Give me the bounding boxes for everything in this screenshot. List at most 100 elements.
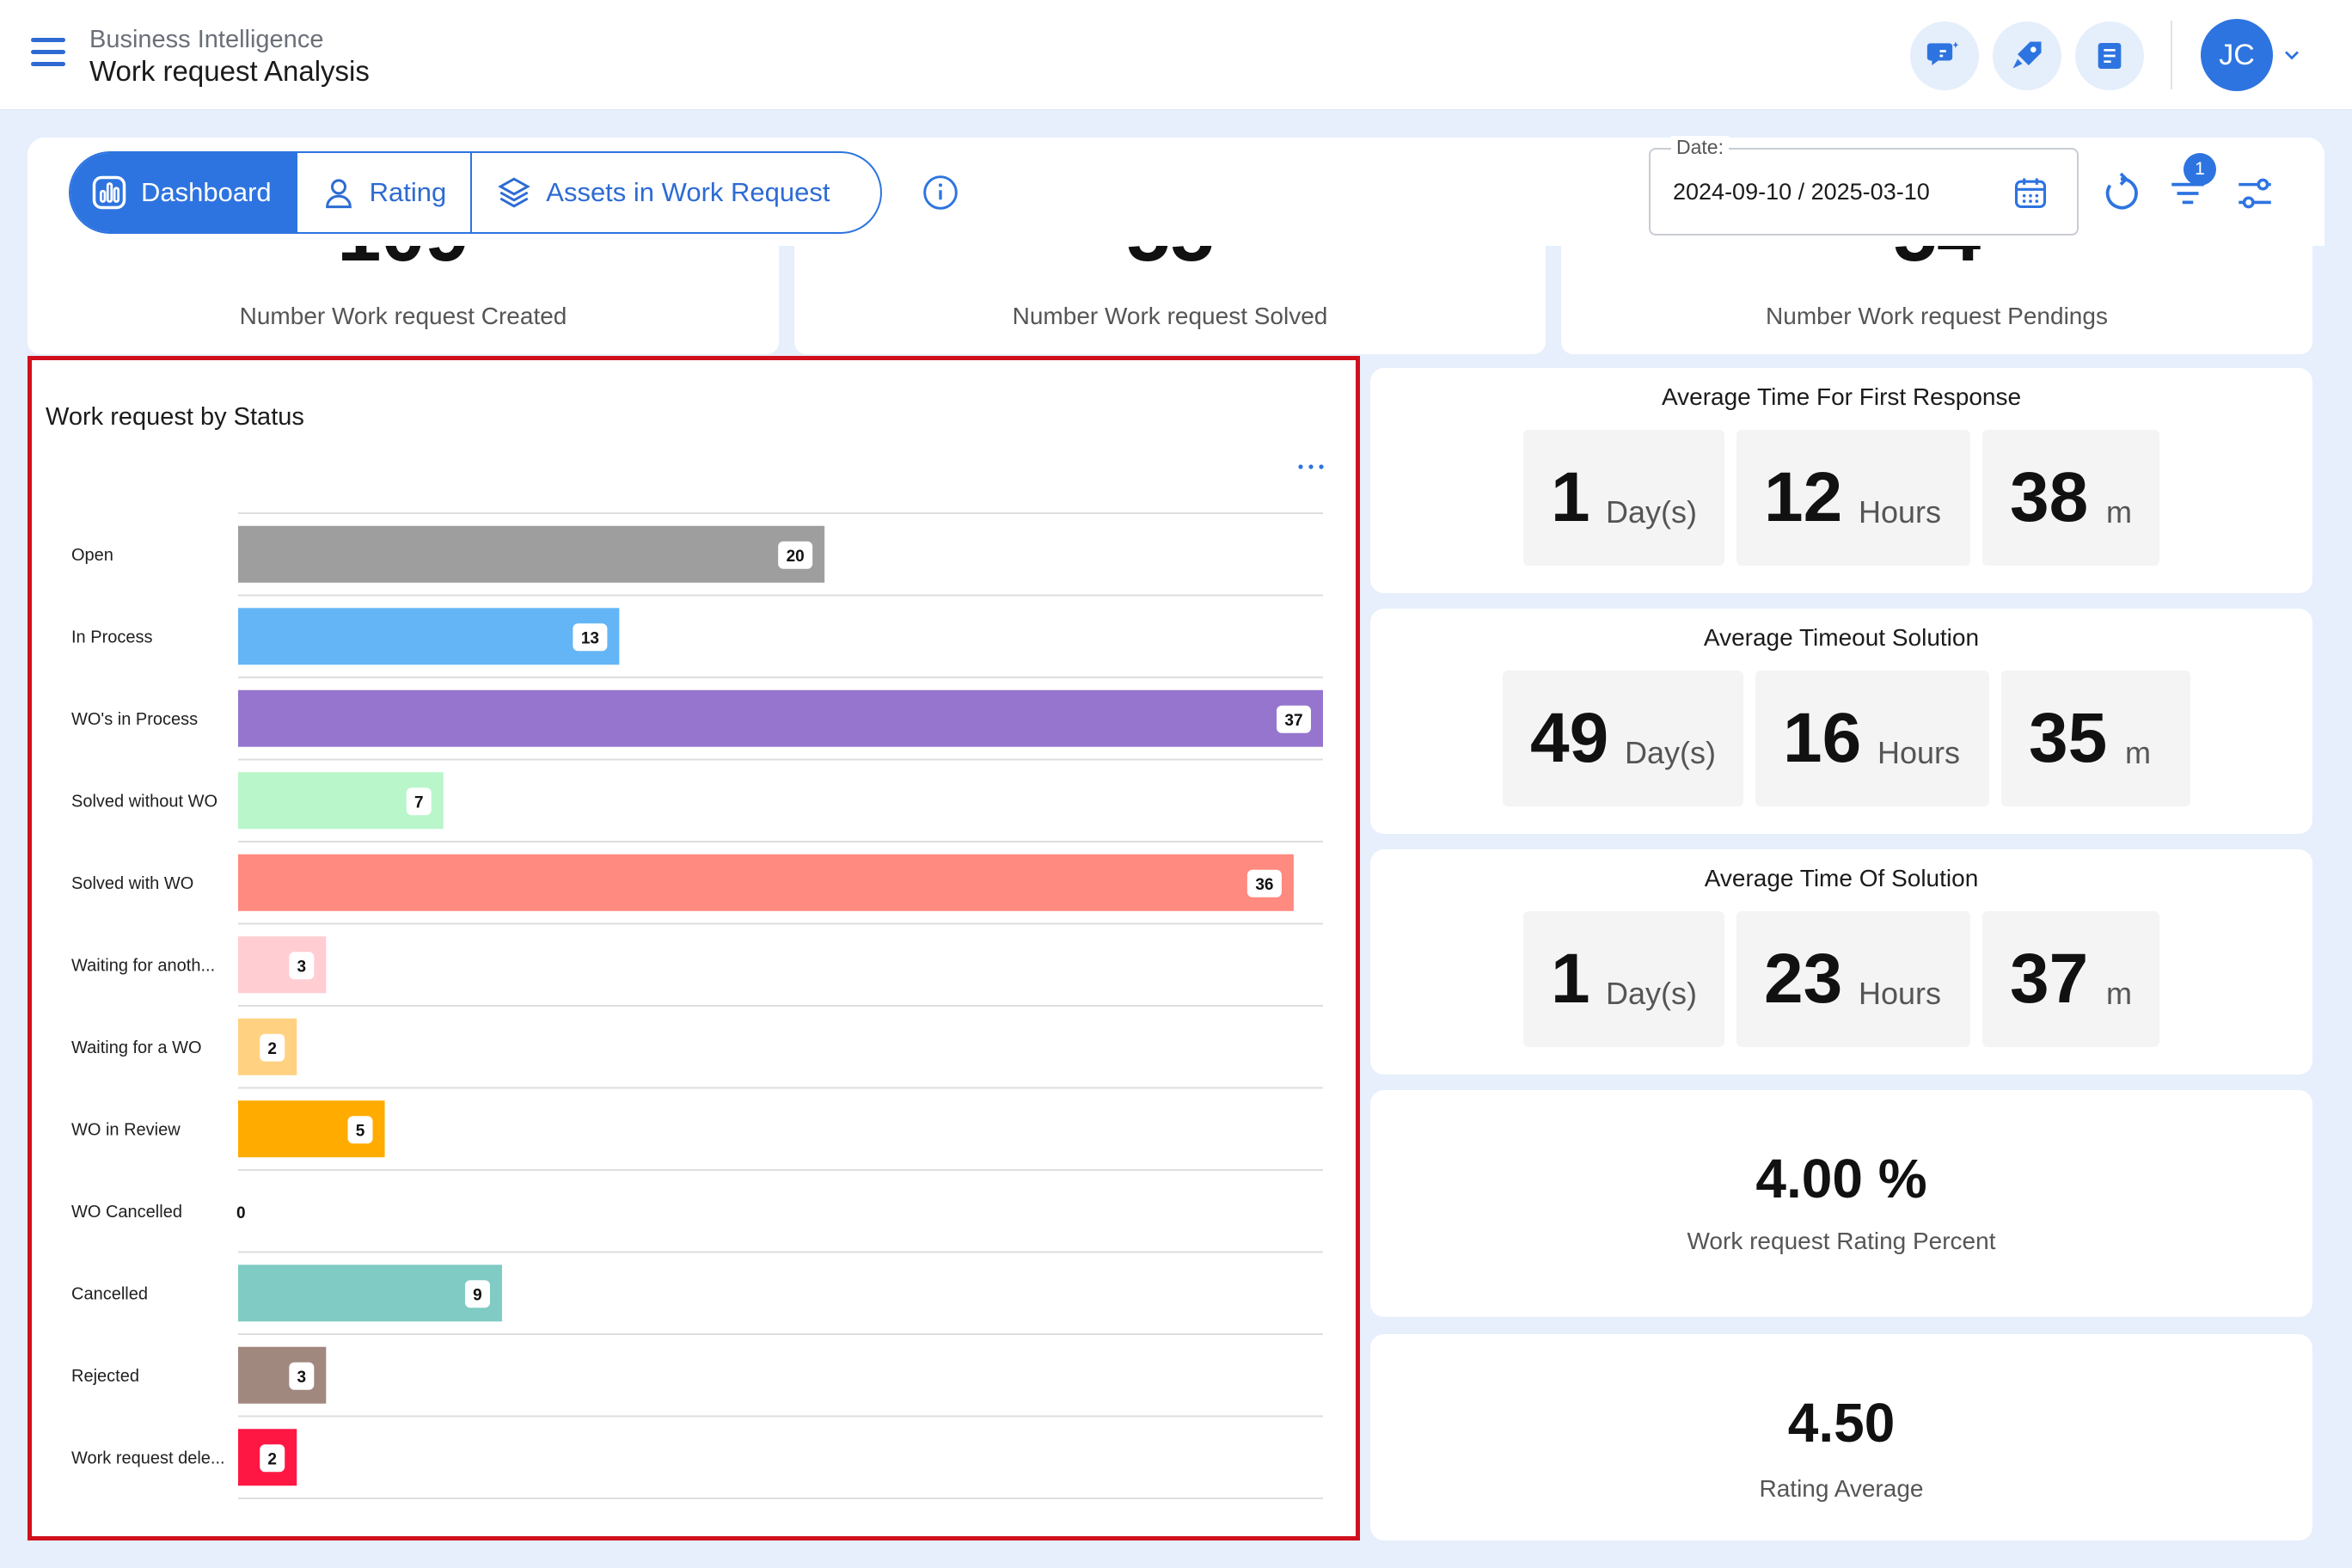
timeout-solution-days-unit: Day(s): [1625, 735, 1716, 770]
filter-count-badge: 1: [2184, 153, 2216, 186]
timeout-solution-minutes: 35: [2029, 699, 2108, 777]
category-label: Open: [71, 546, 113, 565]
first-response-hours: 12: [1764, 458, 1843, 536]
date-range-field[interactable]: Date: 2024-09-10 / 2025-03-10: [1649, 136, 2079, 236]
settings-sliders-icon[interactable]: [2233, 172, 2276, 215]
value-badge: [260, 1444, 285, 1473]
user-icon: [325, 179, 352, 209]
first-response-hours-unit: Hours: [1859, 494, 1942, 530]
value-badge: [464, 1280, 490, 1308]
first-response-hours-box: 12 Hours: [1736, 430, 1970, 566]
time-of-solution-hours-unit: Hours: [1859, 976, 1942, 1011]
status-bar[interactable]: [238, 854, 1294, 911]
hamburger-menu-icon[interactable]: [31, 38, 65, 69]
rating-average-value: 4.50: [1787, 1392, 1896, 1454]
kpi-solved-value: 55: [794, 246, 1546, 279]
calendar-icon[interactable]: [2012, 174, 2049, 211]
page-title: Work request Analysis: [89, 55, 370, 87]
chat-button[interactable]: [1910, 21, 1979, 90]
time-of-solution-hours-box: 23 Hours: [1736, 911, 1970, 1047]
category-label: Rejected: [71, 1367, 139, 1386]
tab-dashboard[interactable]: Dashboard: [70, 153, 297, 232]
timeout-solution-card: Average Timeout Solution 49 Day(s) 16 Ho…: [1370, 609, 2312, 834]
rating-average-label: Rating Average: [1759, 1475, 1924, 1502]
value-badge: [1277, 705, 1311, 733]
time-of-solution-minutes-box: 37 m: [1982, 911, 2159, 1047]
breadcrumb[interactable]: Business Intelligence: [89, 26, 324, 53]
kpi-created-card: 109 Number Work request Created: [28, 246, 779, 354]
more-options-icon[interactable]: [1297, 462, 1325, 472]
first-response-card: Average Time For First Response 1 Day(s)…: [1370, 368, 2312, 593]
tab-assets[interactable]: Assets in Work Request: [472, 153, 854, 232]
kpi-created-value: 109: [28, 246, 779, 279]
first-response-days-box: 1 Day(s): [1523, 430, 1724, 566]
value-label: 3: [297, 1369, 307, 1387]
rocket-icon: [2012, 41, 2042, 69]
chart-icon: [92, 175, 126, 210]
status-bar[interactable]: [238, 689, 1323, 747]
first-response-minutes-unit: m: [2106, 494, 2132, 530]
timeout-solution-days-box: 49 Day(s): [1503, 671, 1743, 806]
rating-percent-label: Work request Rating Percent: [1687, 1228, 1996, 1254]
value-label: 37: [1284, 712, 1302, 730]
tab-assets-label: Assets in Work Request: [546, 177, 830, 207]
time-of-solution-title: Average Time Of Solution: [1704, 865, 1979, 891]
date-range-value[interactable]: 2024-09-10 / 2025-03-10: [1673, 179, 1930, 205]
value-label: 20: [787, 548, 805, 566]
notes-icon: [2098, 43, 2122, 69]
category-label: In Process: [71, 628, 152, 646]
timeout-solution-days: 49: [1530, 699, 1609, 777]
value-label: 5: [356, 1122, 365, 1140]
refresh-icon[interactable]: [2099, 172, 2142, 215]
chart-title: Work request by Status: [46, 403, 304, 431]
first-response-minutes-box: 38 m: [1982, 430, 2159, 566]
kpi-pending-value: 54: [1561, 246, 2312, 279]
category-label: WO's in Process: [71, 710, 198, 729]
dashboard-toolbar: Dashboard Rating Assets in Work Request …: [28, 136, 2324, 246]
value-badge: [406, 787, 432, 816]
category-label: Waiting for anoth...: [71, 956, 215, 975]
value-badge: [260, 1033, 285, 1062]
time-of-solution-days-unit: Day(s): [1606, 976, 1697, 1011]
timeout-solution-hours-box: 16 Hours: [1755, 671, 1989, 806]
rating-percent-value: 4.00 %: [1755, 1148, 1927, 1210]
kpi-solved-card: 55 Number Work request Solved: [794, 246, 1546, 354]
avatar[interactable]: JC: [2201, 19, 2273, 91]
rating-percent-card: 4.00 % Work request Rating Percent: [1370, 1090, 2312, 1317]
time-of-solution-card: Average Time Of Solution 1 Day(s) 23 Hou…: [1370, 849, 2312, 1075]
category-label: Work request dele...: [71, 1449, 225, 1467]
layers-icon: [498, 177, 531, 208]
notes-button[interactable]: [2075, 21, 2144, 90]
header-divider: [2171, 21, 2172, 89]
kpi-pending-label: Number Work request Pendings: [1766, 303, 2108, 329]
first-response-days: 1: [1551, 458, 1590, 536]
first-response-title: Average Time For First Response: [1661, 383, 2022, 410]
view-tabs: Dashboard Rating Assets in Work Request: [69, 151, 882, 234]
info-icon[interactable]: [922, 174, 959, 211]
rating-average-card: 4.50 Rating Average: [1370, 1334, 2312, 1540]
status-bar[interactable]: [238, 525, 825, 583]
status-bar[interactable]: [238, 608, 620, 665]
category-label: Waiting for a WO: [71, 1038, 202, 1057]
timeout-solution-title: Average Timeout Solution: [1703, 624, 1980, 651]
category-label: Cancelled: [71, 1284, 148, 1303]
date-label: Date:: [1671, 136, 1729, 159]
value-badge: [289, 1362, 315, 1390]
time-of-solution-days: 1: [1551, 940, 1590, 1018]
value-label: 2: [267, 1450, 277, 1468]
kpi-created-label: Number Work request Created: [239, 303, 567, 329]
rocket-button[interactable]: [1993, 21, 2061, 90]
tab-dashboard-label: Dashboard: [141, 177, 272, 207]
value-label: 9: [473, 1286, 482, 1304]
first-response-minutes: 38: [2010, 458, 2089, 536]
category-label: WO Cancelled: [71, 1203, 182, 1222]
value-badge: [1246, 869, 1282, 897]
time-of-solution-days-box: 1 Day(s): [1523, 911, 1724, 1047]
chevron-down-icon[interactable]: [2280, 43, 2304, 67]
time-of-solution-minutes-unit: m: [2106, 976, 2132, 1011]
timeout-solution-minutes-box: 35 m: [2001, 671, 2190, 806]
tab-rating[interactable]: Rating: [297, 153, 473, 232]
status-bar[interactable]: [238, 1265, 502, 1322]
time-of-solution-hours: 23: [1764, 940, 1843, 1018]
